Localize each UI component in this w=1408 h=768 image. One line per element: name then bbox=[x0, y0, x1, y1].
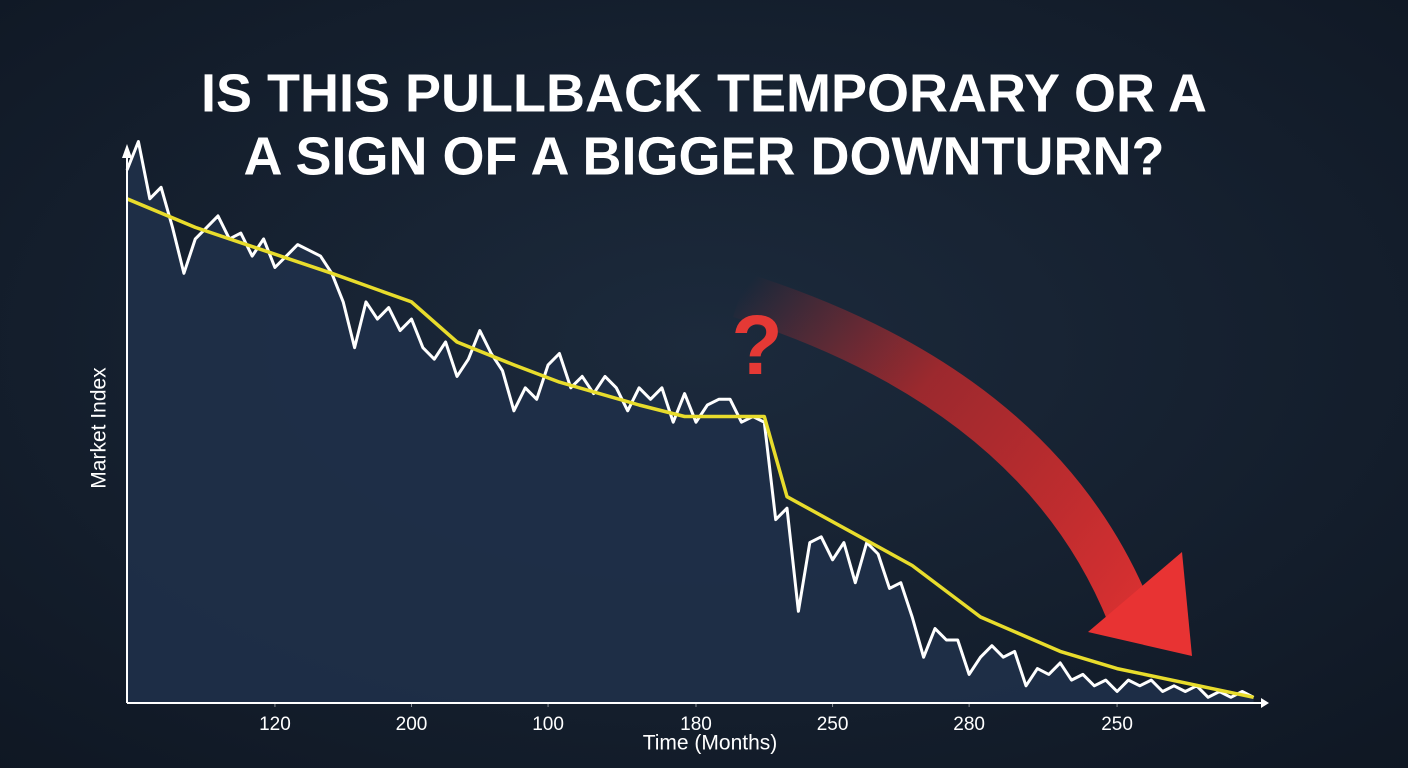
x-axis-label: Time (Months) bbox=[643, 732, 778, 755]
x-tick-label: 250 bbox=[817, 714, 849, 735]
title-line: A SIGN OF A BIGGER DOWNTURN? bbox=[244, 126, 1165, 186]
title-line: IS THIS PULLBACK TEMPORARY OR A bbox=[201, 63, 1207, 123]
y-axis-label: Market Index bbox=[88, 367, 111, 489]
x-axis-arrow bbox=[1261, 698, 1269, 708]
y-axis-arrow bbox=[122, 144, 132, 158]
x-tick-label: 180 bbox=[680, 714, 712, 735]
line bbox=[125, 140, 1255, 699]
x-tick-label: 100 bbox=[532, 714, 564, 735]
question-mark: ? bbox=[731, 298, 782, 392]
trend-arrow-head bbox=[1088, 552, 1192, 656]
x-tick-label: 280 bbox=[953, 714, 985, 735]
plot-area: 120 200 100 180 250 280 250 bbox=[122, 140, 1269, 735]
x-tick-label: 120 bbox=[259, 714, 291, 735]
line bbox=[126, 197, 1254, 700]
trend-arrow bbox=[733, 273, 1152, 624]
x-tick-label: 200 bbox=[396, 714, 428, 735]
area bbox=[127, 141, 1254, 703]
x-tick-label: 250 bbox=[1101, 714, 1133, 735]
